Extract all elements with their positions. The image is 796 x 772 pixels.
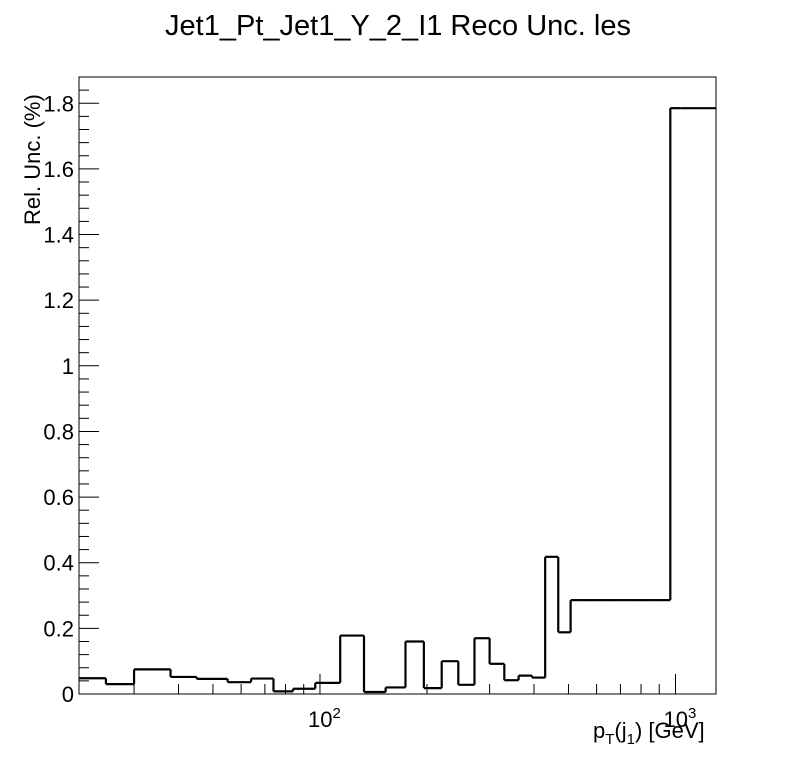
x-axis-label: pT(j1) [GeV]: [593, 718, 705, 748]
y-tick-label: 1.6: [43, 157, 74, 182]
x-tick-exponent: 3: [688, 705, 696, 722]
y-tick-label: 1.8: [43, 91, 74, 116]
y-axis-label: Rel. Unc. (%): [20, 94, 45, 225]
chart-title: Jet1_Pt_Jet1_Y_2_I1 Reco Unc. les: [165, 10, 631, 42]
y-tick-label: 0: [62, 682, 74, 707]
x-axis-label-mid: (j: [614, 718, 627, 743]
x-tick-label: 103: [663, 705, 696, 732]
y-tick-label: 0.6: [43, 485, 74, 510]
x-axis-label-sub-t: T: [605, 731, 615, 748]
y-tick-label: 0.4: [43, 551, 74, 576]
y-tick-label: 1.4: [43, 223, 74, 248]
y-tick-label: 1: [62, 354, 74, 379]
y-tick-label: 0.2: [43, 616, 74, 641]
y-tick-label: 1.2: [43, 288, 74, 313]
plot-frame: [78, 76, 717, 695]
x-axis-label-end: ) [GeV]: [634, 718, 705, 743]
histogram-series: [79, 107, 716, 694]
x-tick-label: 102: [308, 705, 341, 732]
x-axis-label-sub-1: 1: [626, 731, 635, 748]
y-axis: 0 0.2 0.4 0.6 0.8 1 1.2 1.4 1.6 1.8: [43, 76, 99, 707]
y-tick-label: 0.8: [43, 419, 74, 444]
x-axis: 102 103: [133, 674, 696, 732]
x-tick-exponent: 2: [332, 705, 340, 722]
x-axis-label-main: p: [593, 718, 606, 743]
